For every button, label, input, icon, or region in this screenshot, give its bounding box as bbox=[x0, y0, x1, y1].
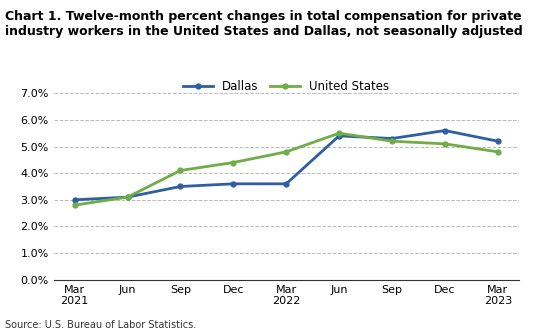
United States bbox=[389, 139, 395, 143]
Dallas bbox=[230, 182, 236, 186]
United States bbox=[442, 142, 448, 146]
United States bbox=[124, 195, 131, 199]
Dallas bbox=[336, 134, 342, 138]
Dallas bbox=[177, 184, 184, 188]
Dallas bbox=[442, 129, 448, 133]
Line: United States: United States bbox=[72, 131, 500, 207]
United States bbox=[230, 161, 236, 165]
United States bbox=[177, 168, 184, 172]
Text: Source: U.S. Bureau of Labor Statistics.: Source: U.S. Bureau of Labor Statistics. bbox=[5, 320, 196, 330]
Line: Dallas: Dallas bbox=[72, 128, 500, 202]
United States bbox=[336, 131, 342, 135]
Legend: Dallas, United States: Dallas, United States bbox=[178, 75, 394, 97]
Text: Chart 1. Twelve-month percent changes in total compensation for private
industry: Chart 1. Twelve-month percent changes in… bbox=[5, 10, 523, 38]
Dallas bbox=[389, 137, 395, 141]
United States bbox=[283, 150, 289, 154]
Dallas bbox=[124, 195, 131, 199]
Dallas bbox=[72, 198, 78, 202]
Dallas bbox=[283, 182, 289, 186]
Dallas bbox=[494, 139, 501, 143]
United States bbox=[72, 203, 78, 207]
United States bbox=[494, 150, 501, 154]
